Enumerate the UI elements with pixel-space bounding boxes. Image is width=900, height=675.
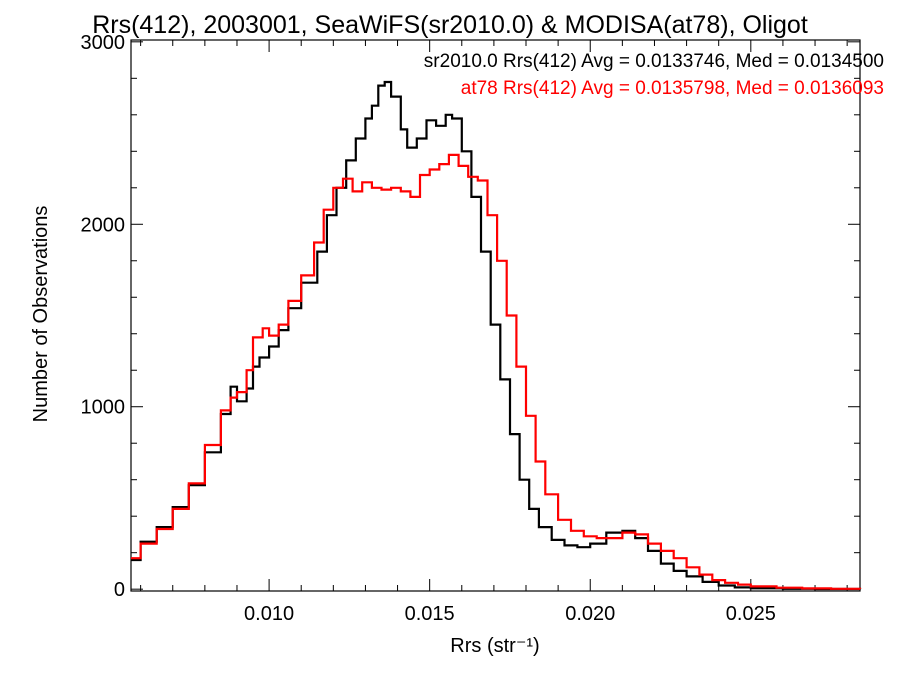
y-tick-label: 1000 <box>81 397 126 419</box>
x-tick-label: 0.010 <box>244 603 294 625</box>
y-tick-label: 0 <box>114 579 125 601</box>
x-tick-label: 0.025 <box>726 603 776 625</box>
y-tick-label: 2000 <box>81 214 126 236</box>
series-at78-histogram <box>131 153 862 590</box>
plot-area <box>130 39 861 592</box>
x-axis: 0.010 0.015 0.020 0.025 <box>140 40 848 625</box>
y-tick-label: 3000 <box>81 32 126 54</box>
chart-title: Rrs(412), 2003001, SeaWiFS(sr2010.0) & M… <box>92 11 808 39</box>
legend-entry: sr2010.0 Rrs(412) Avg = 0.0133746, Med =… <box>424 51 884 72</box>
y-axis-label: Number of Observations <box>30 206 52 423</box>
x-tick-label: 0.020 <box>565 603 615 625</box>
x-axis-label: Rrs (str⁻¹) <box>450 635 539 657</box>
legend-entry: at78 Rrs(412) Avg = 0.0135798, Med = 0.0… <box>461 78 884 99</box>
legend: sr2010.0 Rrs(412) Avg = 0.0133746, Med =… <box>424 51 884 99</box>
y-axis: 0 1000 2000 3000 <box>81 32 860 601</box>
x-tick-label: 0.015 <box>405 603 455 625</box>
series-layer <box>131 80 862 591</box>
series-sr2010-histogram <box>131 80 862 591</box>
plot-frame <box>130 39 861 592</box>
